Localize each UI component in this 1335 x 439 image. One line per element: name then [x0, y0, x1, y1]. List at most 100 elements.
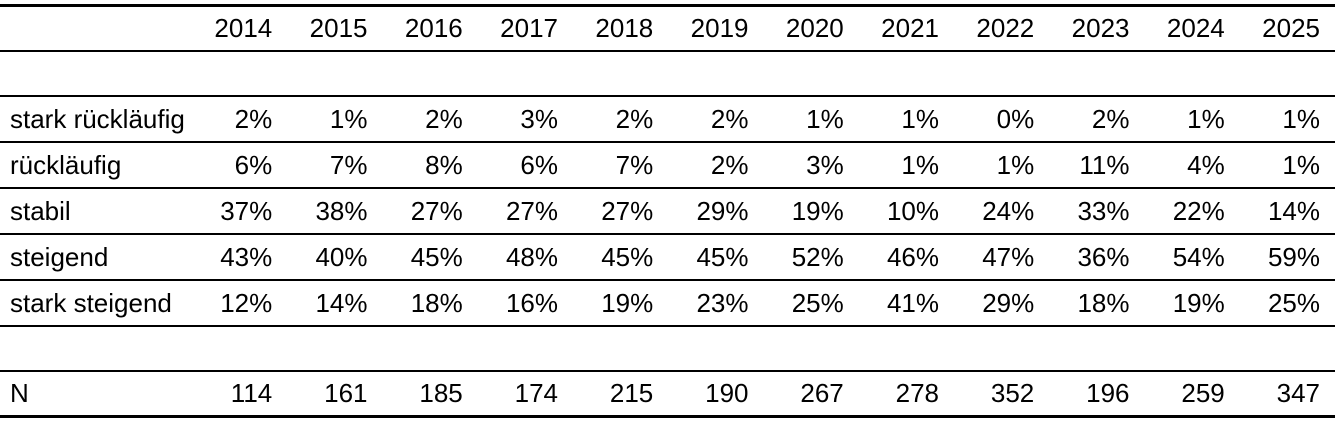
value-cell: 7%	[615, 149, 654, 180]
year-header-2022: 2022	[976, 13, 1035, 44]
table-row-steigend: steigend 43% 40% 45% 48% 45% 45% 52% 46%…	[0, 234, 1335, 280]
value-cell: 45%	[696, 241, 749, 272]
year-header-2025: 2025	[1262, 13, 1320, 44]
n-value-cell: 267	[800, 378, 844, 409]
value-cell: 29%	[696, 195, 749, 226]
table-row-stabil: stabil 37% 38% 27% 27% 27% 29% 19% 10% 2…	[0, 188, 1335, 234]
value-cell: 19%	[601, 287, 654, 318]
survey-results-table: 2014 2015 2016 2017 2018 2019 2020 2021 …	[0, 4, 1335, 418]
value-cell: 25%	[791, 287, 844, 318]
year-header-2023: 2023	[1071, 13, 1130, 44]
n-value-cell: 196	[1086, 378, 1130, 409]
value-cell: 33%	[1077, 195, 1130, 226]
value-cell: 3%	[520, 103, 558, 134]
value-cell: 12%	[220, 287, 273, 318]
n-value-cell: 190	[705, 378, 749, 409]
value-cell: 29%	[982, 287, 1035, 318]
value-cell: 6%	[520, 149, 558, 180]
row-label: rückläufig	[10, 149, 122, 180]
survey-table-wrap: 2014 2015 2016 2017 2018 2019 2020 2021 …	[0, 4, 1335, 418]
value-cell: 4%	[1187, 149, 1225, 180]
value-cell: 19%	[791, 195, 844, 226]
table-row-stark-steigend: stark steigend 12% 14% 18% 16% 19% 23% 2…	[0, 280, 1335, 326]
value-cell: 14%	[315, 287, 368, 318]
value-cell: 41%	[886, 287, 939, 318]
value-cell: 16%	[505, 287, 558, 318]
value-cell: 2%	[425, 103, 463, 134]
year-header-2021: 2021	[881, 13, 939, 44]
value-cell: 1%	[996, 149, 1035, 180]
year-header-2015: 2015	[309, 13, 368, 44]
table-row-stark-ruecklaeufig: stark rückläufig 2% 1% 2% 3% 2% 2% 1% 1%…	[0, 96, 1335, 142]
value-cell: 1%	[1187, 103, 1225, 134]
value-cell: 43%	[220, 241, 273, 272]
row-label: stabil	[10, 195, 71, 226]
corner-cell	[0, 6, 192, 51]
value-cell: 1%	[1282, 149, 1320, 180]
value-cell: 25%	[1267, 287, 1320, 318]
n-value-cell: 259	[1181, 378, 1225, 409]
n-value-cell: 161	[324, 378, 368, 409]
row-label: stark rückläufig	[10, 103, 185, 134]
table-row-ruecklaeufig: rückläufig 6% 7% 8% 6% 7% 2% 3% 1% 1% 11…	[0, 142, 1335, 188]
value-cell: 2%	[615, 103, 654, 134]
value-cell: 1%	[329, 103, 368, 134]
value-cell: 8%	[425, 149, 463, 180]
value-cell: 23%	[696, 287, 749, 318]
year-header-2014: 2014	[214, 13, 273, 44]
spacer-cell	[0, 326, 1335, 371]
value-cell: 2%	[710, 149, 749, 180]
value-cell: 47%	[982, 241, 1035, 272]
spacer-row-bottom	[0, 326, 1335, 371]
value-cell: 1%	[901, 103, 939, 134]
value-cell: 46%	[886, 241, 939, 272]
value-cell: 1%	[806, 103, 844, 134]
value-cell: 45%	[410, 241, 463, 272]
n-value-cell: 215	[609, 378, 654, 409]
value-cell: 18%	[1077, 287, 1130, 318]
year-header-2020: 2020	[785, 13, 844, 44]
table-row-n: N 114 161 185 174 215 190 267 278 352 19…	[0, 371, 1335, 417]
year-header-2024: 2024	[1166, 13, 1225, 44]
value-cell: 45%	[601, 241, 654, 272]
value-cell: 19%	[1172, 287, 1225, 318]
value-cell: 3%	[806, 149, 844, 180]
value-cell: 48%	[505, 241, 558, 272]
n-value-cell: 185	[419, 378, 463, 409]
value-cell: 10%	[886, 195, 939, 226]
value-cell: 36%	[1077, 241, 1130, 272]
row-label-n: N	[10, 378, 29, 409]
value-cell: 7%	[329, 149, 368, 180]
value-cell: 27%	[505, 195, 558, 226]
n-value-cell: 174	[514, 378, 558, 409]
n-value-cell: 114	[230, 378, 273, 409]
value-cell: 2%	[234, 103, 273, 134]
value-cell: 0%	[996, 103, 1035, 134]
n-value-cell: 278	[895, 378, 939, 409]
value-cell: 54%	[1172, 241, 1225, 272]
year-header-2019: 2019	[690, 13, 749, 44]
value-cell: 22%	[1172, 195, 1225, 226]
value-cell: 38%	[315, 195, 368, 226]
value-cell: 24%	[982, 195, 1035, 226]
value-cell: 14%	[1267, 195, 1320, 226]
value-cell: 11%	[1079, 149, 1130, 180]
year-header-2018: 2018	[595, 13, 654, 44]
year-header-2016: 2016	[404, 13, 463, 44]
row-label: steigend	[10, 241, 109, 272]
value-cell: 40%	[315, 241, 368, 272]
value-cell: 52%	[791, 241, 844, 272]
value-cell: 2%	[710, 103, 749, 134]
n-value-cell: 347	[1276, 378, 1320, 409]
value-cell: 1%	[1282, 103, 1320, 134]
value-cell: 6%	[234, 149, 273, 180]
year-header-row: 2014 2015 2016 2017 2018 2019 2020 2021 …	[0, 6, 1335, 51]
year-header-2017: 2017	[500, 13, 558, 44]
spacer-cell	[0, 51, 1335, 96]
value-cell: 37%	[220, 195, 273, 226]
value-cell: 2%	[1091, 103, 1130, 134]
value-cell: 27%	[601, 195, 654, 226]
value-cell: 59%	[1267, 241, 1320, 272]
value-cell: 1%	[901, 149, 939, 180]
row-label: stark steigend	[10, 287, 172, 318]
